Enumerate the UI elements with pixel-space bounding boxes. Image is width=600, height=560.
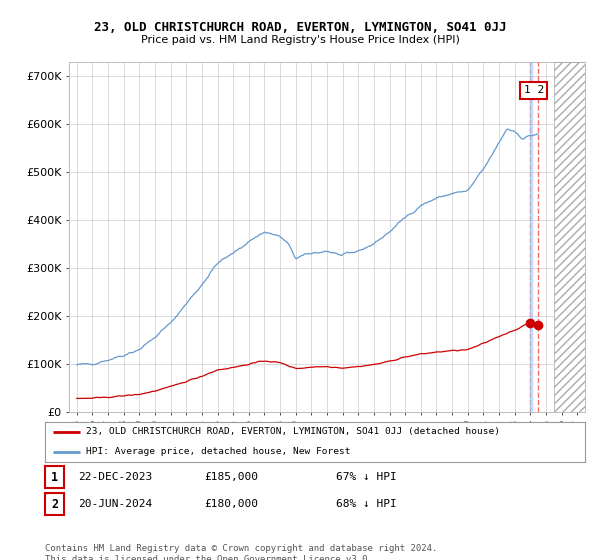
Text: 1: 1: [51, 470, 58, 484]
Bar: [554, 62, 585, 412]
Text: 68% ↓ HPI: 68% ↓ HPI: [336, 499, 397, 509]
Bar: [554, 62, 585, 412]
Text: 23, OLD CHRISTCHURCH ROAD, EVERTON, LYMINGTON, SO41 0JJ: 23, OLD CHRISTCHURCH ROAD, EVERTON, LYMI…: [94, 21, 506, 34]
Text: £185,000: £185,000: [204, 472, 258, 482]
Text: 20-JUN-2024: 20-JUN-2024: [78, 499, 152, 509]
Text: HPI: Average price, detached house, New Forest: HPI: Average price, detached house, New …: [86, 447, 350, 456]
Text: £180,000: £180,000: [204, 499, 258, 509]
Text: Contains HM Land Registry data © Crown copyright and database right 2024.
This d: Contains HM Land Registry data © Crown c…: [45, 544, 437, 560]
Text: 23, OLD CHRISTCHURCH ROAD, EVERTON, LYMINGTON, SO41 0JJ (detached house): 23, OLD CHRISTCHURCH ROAD, EVERTON, LYMI…: [86, 427, 499, 436]
Text: 2: 2: [51, 497, 58, 511]
Text: 67% ↓ HPI: 67% ↓ HPI: [336, 472, 397, 482]
Text: 22-DEC-2023: 22-DEC-2023: [78, 472, 152, 482]
Text: Price paid vs. HM Land Registry's House Price Index (HPI): Price paid vs. HM Land Registry's House …: [140, 35, 460, 45]
Text: 1 2: 1 2: [524, 85, 544, 95]
